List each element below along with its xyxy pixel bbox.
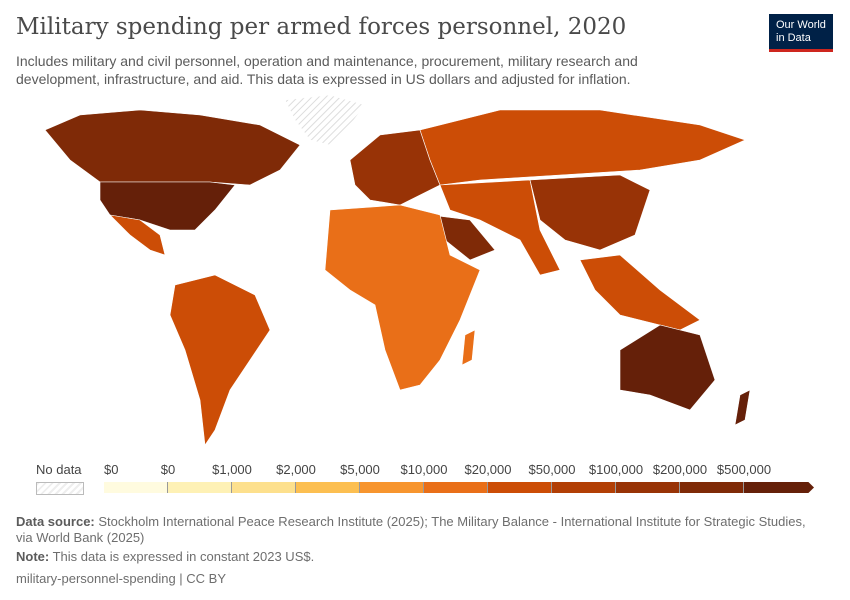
legend-label: $2,000 [276,462,316,477]
legend-bin [232,482,296,493]
legend-label: $0 [160,462,176,477]
madagascar[interactable] [461,329,476,366]
chart-title: Military spending per armed forces perso… [16,14,627,40]
color-legend: No data $0 $0 $1,000 $2,000 $5,000 $10,000 $20… [0,462,850,502]
legend-bin [168,482,232,493]
legend-bin [488,482,552,493]
mexico[interactable] [109,214,166,256]
source-label: Data source: [16,514,95,529]
legend-label: $100,000 [588,462,644,477]
legend-label: $500,000 [716,462,772,477]
legend-label: $20,000 [464,462,512,477]
source-text: Stockholm International Peace Research I… [16,514,806,545]
note-label: Note: [16,549,50,564]
south-america[interactable] [169,274,271,446]
legend-bin [616,482,680,493]
legend-label: $10,000 [400,462,448,477]
greenland[interactable] [284,94,366,146]
russia[interactable] [419,109,746,186]
no-data-label: No data [36,462,82,477]
world-map [44,94,751,446]
note-text: This data is expressed in constant 2023 … [52,549,315,564]
legend-bin [296,482,360,493]
legend-label: $5,000 [340,462,380,477]
australia[interactable] [619,324,716,411]
note: Note: This data is expressed in constant… [16,549,816,565]
china[interactable] [529,174,651,251]
legend-label: $1,000 [212,462,252,477]
southeast-asia[interactable] [579,254,701,331]
legend-label: $0 [104,462,119,477]
new-zealand[interactable] [734,389,751,426]
africa[interactable] [324,204,481,391]
legend-bin [744,482,814,493]
asia[interactable] [439,179,561,276]
data-source: Data source: Stockholm International Pea… [16,514,816,546]
legend-bin [360,482,424,493]
canada[interactable] [44,109,301,186]
legend-label: $200,000 [652,462,708,477]
legend-bin [104,482,168,493]
usa[interactable] [99,181,236,231]
legend-bin [424,482,488,493]
no-data-swatch [36,482,84,495]
legend-bin [552,482,616,493]
logo-text: in Data [776,32,811,44]
chart-subtitle: Includes military and civil personnel, o… [16,53,638,87]
legend-bin [680,482,744,493]
logo-text: Our World [776,19,826,31]
legend-label: $50,000 [528,462,576,477]
owid-logo[interactable]: Our World in Data [769,14,833,52]
slug-license[interactable]: military-personnel-spending | CC BY [16,571,227,586]
